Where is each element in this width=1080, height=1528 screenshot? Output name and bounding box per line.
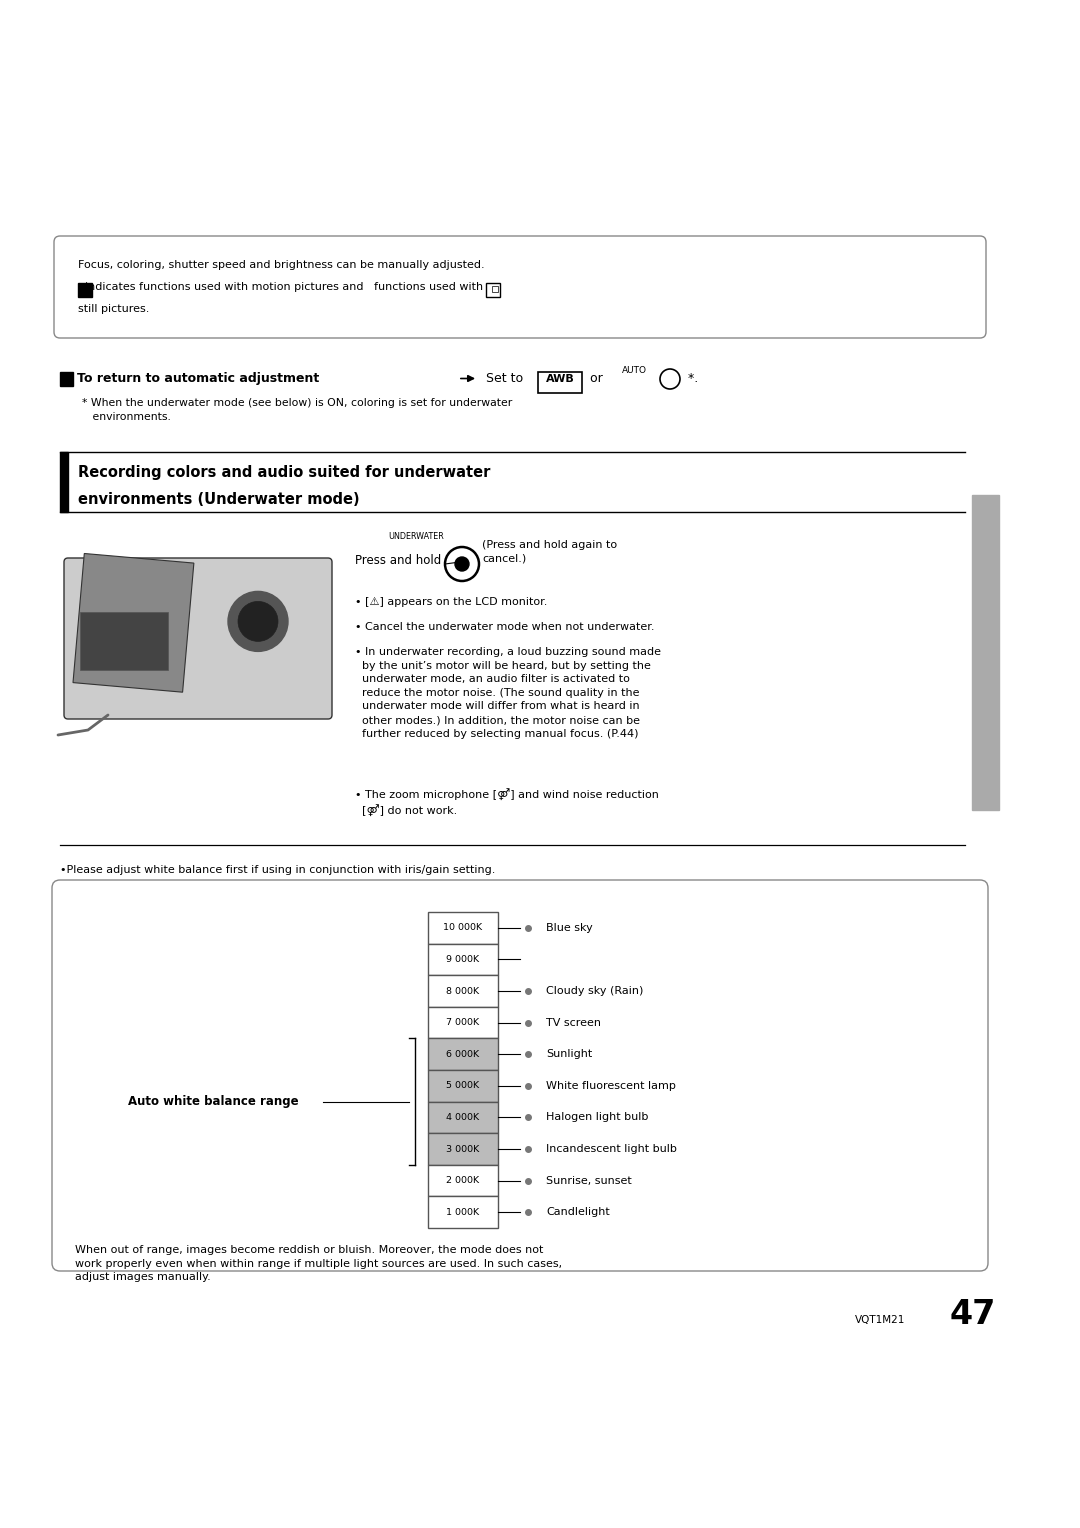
Text: 5 000K: 5 000K [446,1082,480,1091]
Text: * When the underwater mode (see below) is ON, coloring is set for underwater
   : * When the underwater mode (see below) i… [82,397,512,422]
Text: 4 000K: 4 000K [446,1112,480,1122]
Circle shape [455,558,469,571]
Bar [78,283,92,296]
Bar [428,1164,498,1196]
Bar [60,452,68,512]
Text: Focus, coloring, shutter speed and brightness can be manually adjusted.: Focus, coloring, shutter speed and brigh… [78,260,485,270]
Text: (Press and hold again to
cancel.): (Press and hold again to cancel.) [482,539,617,564]
Bar [492,286,498,292]
Bar [428,912,498,944]
Text: Incandescent light bulb: Incandescent light bulb [546,1144,677,1154]
Text: 3 000K: 3 000K [446,1144,480,1154]
Text: 10 000K: 10 000K [444,923,483,932]
Text: 47: 47 [950,1297,997,1331]
FancyBboxPatch shape [64,558,332,720]
Bar [428,1007,498,1039]
Text: 1 000K: 1 000K [446,1207,480,1216]
Text: • Cancel the underwater mode when not underwater.: • Cancel the underwater mode when not un… [355,622,654,633]
Bar [538,371,582,393]
Bar [428,1039,498,1070]
Text: • [⚠] appears on the LCD monitor.: • [⚠] appears on the LCD monitor. [355,597,548,607]
FancyBboxPatch shape [52,880,988,1271]
Bar [428,975,498,1007]
Bar [80,613,168,669]
Text: White fluorescent lamp: White fluorescent lamp [546,1080,676,1091]
Text: Press and hold: Press and hold [355,555,442,567]
Text: AWB: AWB [545,374,575,384]
Text: Auto white balance range: Auto white balance range [129,1096,299,1108]
Bar [428,944,498,975]
Bar [972,495,999,810]
Text: TV screen: TV screen [546,1018,600,1028]
Text: • The zoom microphone [⚤] and wind noise reduction
  [⚤] do not work.: • The zoom microphone [⚤] and wind noise… [355,788,659,816]
Text: Sunrise, sunset: Sunrise, sunset [546,1175,632,1186]
Text: still pictures.: still pictures. [78,304,149,313]
Text: 6 000K: 6 000K [446,1050,480,1059]
Text: Blue sky: Blue sky [546,923,593,932]
Text: •Please adjust white balance first if using in conjunction with iris/gain settin: •Please adjust white balance first if us… [60,865,496,876]
Text: 7 000K: 7 000K [446,1018,480,1027]
Text: Recording colors and audio suited for underwater: Recording colors and audio suited for un… [78,465,490,480]
Text: 8 000K: 8 000K [446,987,480,996]
Text: When out of range, images become reddish or bluish. Moreover, the mode does not
: When out of range, images become reddish… [75,1245,562,1282]
Text: Sunlight: Sunlight [546,1050,592,1059]
Text: To return to automatic adjustment: To return to automatic adjustment [77,371,320,385]
Text: Set to: Set to [482,371,523,385]
Text: indicates functions used with motion pictures and   functions used with: indicates functions used with motion pic… [78,283,483,292]
Bar [428,1102,498,1134]
Circle shape [238,602,278,642]
Text: UNDERWATER: UNDERWATER [388,532,444,541]
Bar [73,553,194,692]
FancyBboxPatch shape [54,235,986,338]
Text: Cloudy sky (Rain): Cloudy sky (Rain) [546,986,644,996]
Text: • In underwater recording, a loud buzzing sound made
  by the unit’s motor will : • In underwater recording, a loud buzzin… [355,646,661,738]
Text: Halogen light bulb: Halogen light bulb [546,1112,648,1123]
Text: or: or [586,371,603,385]
Bar [428,1070,498,1102]
Bar [60,371,73,385]
Bar [428,1196,498,1229]
Text: 9 000K: 9 000K [446,955,480,964]
Text: Candlelight: Candlelight [546,1207,610,1218]
Circle shape [228,591,288,651]
Bar [486,283,500,296]
Text: *.: *. [684,371,699,385]
Text: environments (Underwater mode): environments (Underwater mode) [78,492,360,507]
Text: VQT1M21: VQT1M21 [855,1316,905,1325]
Text: 2 000K: 2 000K [446,1177,480,1186]
Bar [428,1134,498,1164]
Text: AUTO: AUTO [622,367,647,374]
